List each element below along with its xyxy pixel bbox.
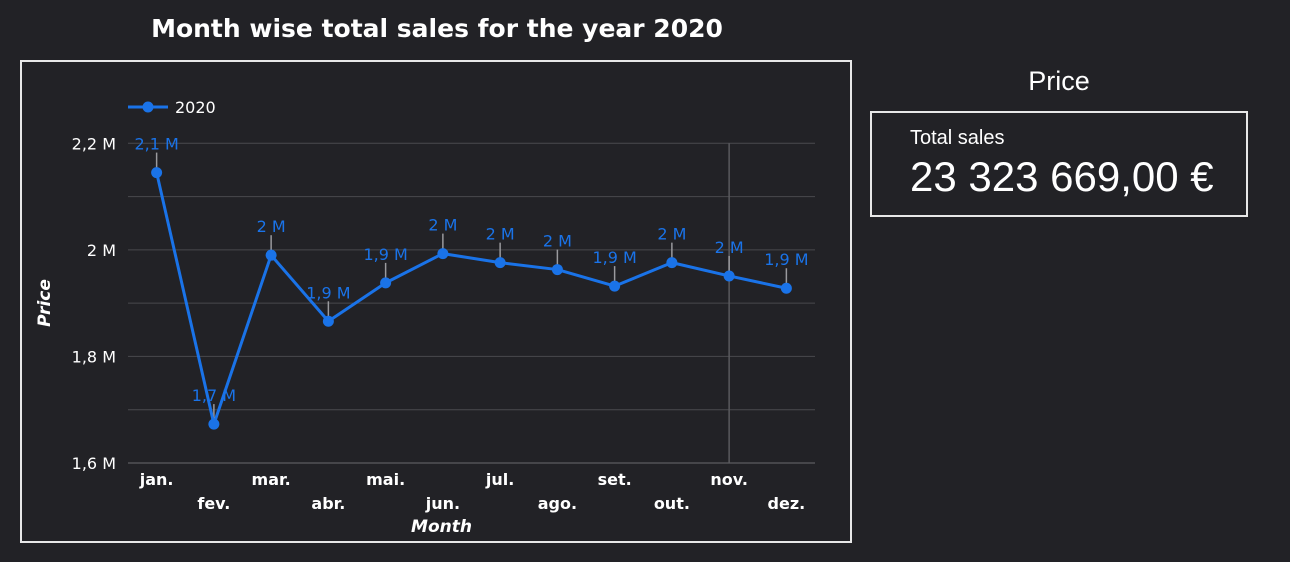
x-tick-label: abr. [311,494,345,513]
data-point [494,257,506,269]
data-label: 1,9 M [306,283,350,302]
data-label: 2 M [657,225,686,244]
y-axis-title: Price [35,279,55,327]
data-label: 1,9 M [764,250,808,269]
legend-marker [142,101,154,113]
data-label: 1,7 M [192,386,236,405]
data-point [437,248,449,260]
scorecard-label: Total sales [910,127,1005,149]
data-point [208,418,220,430]
y-tick-label: 2 M [87,241,116,260]
chart-title: Month wise total sales for the year 2020 [151,14,723,43]
data-label: 2 M [257,217,286,236]
x-tick-label: jun. [425,494,460,513]
data-point [265,249,277,261]
y-tick-label: 1,8 M [72,347,116,366]
legend-label: 2020 [175,98,216,117]
x-tick-label: fev. [197,494,230,513]
data-point [780,282,792,294]
total-sales-scorecard: Total sales 23 323 669,00 € [870,111,1248,217]
scorecard-value: 23 323 669,00 € [910,153,1214,200]
x-tick-label: jul. [485,470,514,489]
data-point [551,264,563,276]
line-chart-frame [20,60,852,543]
x-tick-label: set. [598,470,632,489]
series-line-2020 [155,172,787,426]
data-label: 1,9 M [592,248,636,267]
y-tick-label: 1,6 M [72,454,116,473]
scorecard-title: Price [1028,66,1090,96]
x-tick-label: ago. [538,494,577,513]
x-tick-label: jan. [139,470,174,489]
data-label: 2 M [486,225,515,244]
x-tick-label: out. [654,494,690,513]
data-label: 2,1 M [134,135,178,154]
data-point [322,315,334,327]
data-label: 2 M [715,238,744,257]
data-label: 1,9 M [363,245,407,264]
data-point [666,257,678,269]
x-tick-label: mar. [252,470,291,489]
data-label: 2 M [428,216,457,235]
data-label: 2 M [543,232,572,251]
x-tick-label: dez. [768,494,806,513]
data-point [151,167,163,179]
x-tick-label: nov. [710,470,748,489]
data-point [609,280,621,292]
x-axis-title: Month [411,517,472,537]
y-tick-label: 2,2 M [72,134,116,153]
data-point [380,277,392,289]
x-tick-label: mai. [366,470,405,489]
data-point [723,270,735,282]
